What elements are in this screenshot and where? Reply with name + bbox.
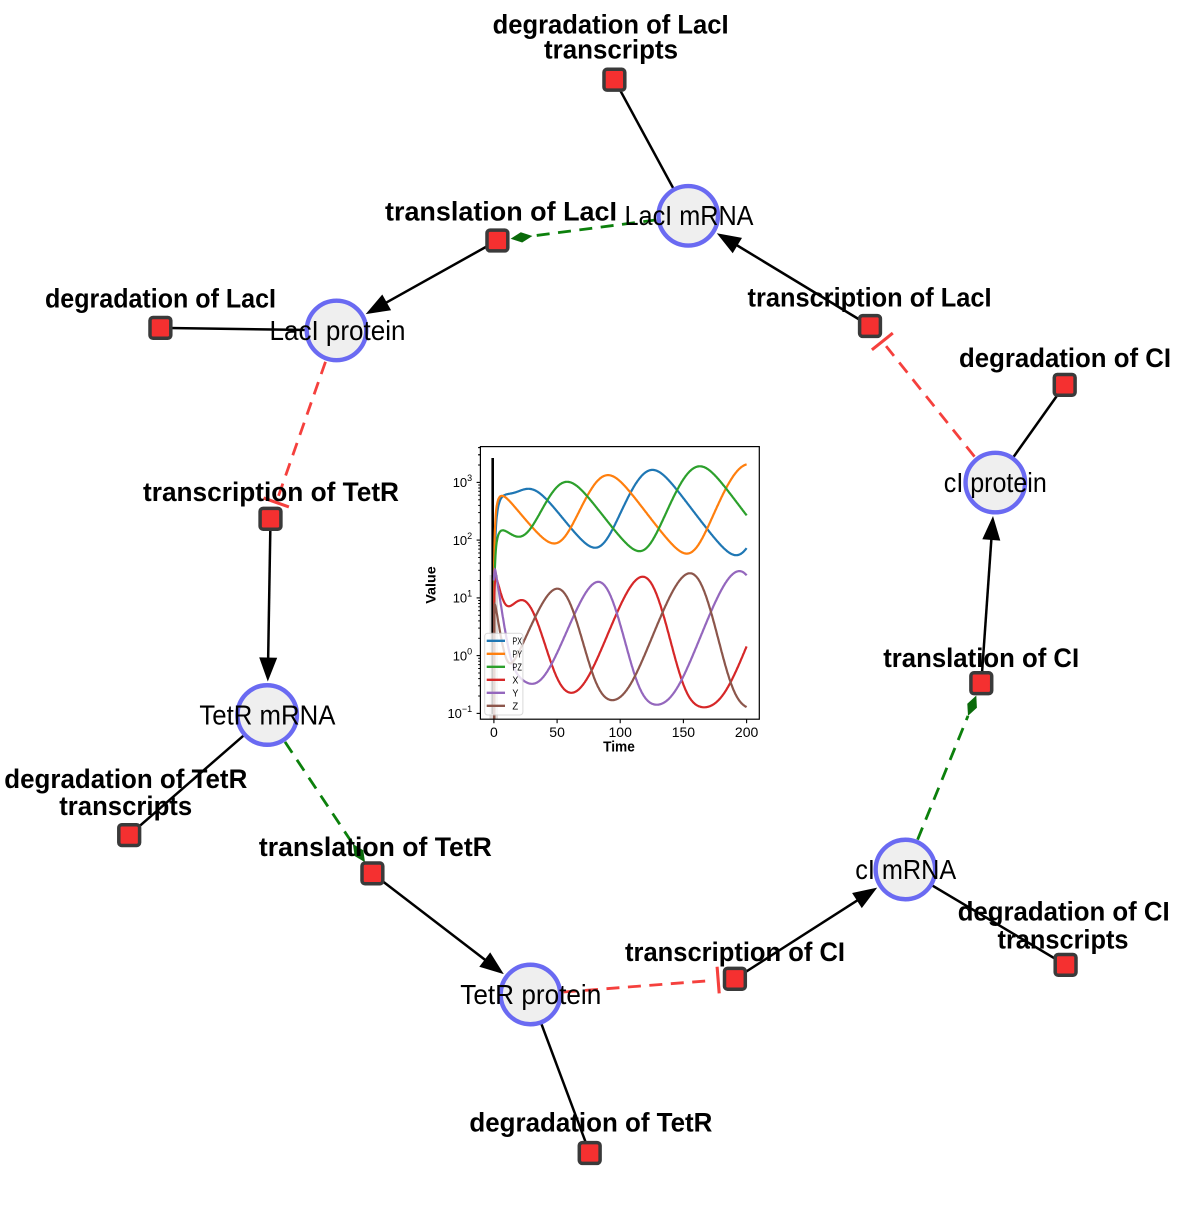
svg-text:translation of LacI: translation of LacI	[385, 196, 617, 226]
svg-text:PX: PX	[512, 636, 522, 647]
svg-text:cI mRNA: cI mRNA	[855, 854, 957, 885]
svg-text:transcription of TetR: transcription of TetR	[143, 477, 399, 507]
svg-text:translation of CI: translation of CI	[883, 643, 1079, 673]
svg-text:TetR mRNA: TetR mRNA	[199, 699, 336, 730]
svg-text:transcripts: transcripts	[544, 35, 678, 65]
svg-text:Y: Y	[512, 688, 518, 699]
svg-text:degradation of TetR: degradation of TetR	[4, 764, 247, 794]
svg-text:degradation of TetR: degradation of TetR	[469, 1107, 712, 1137]
svg-text:degradation of LacI: degradation of LacI	[493, 10, 729, 40]
svg-text:50: 50	[549, 724, 565, 740]
svg-text:transcription of LacI: transcription of LacI	[748, 283, 992, 313]
svg-text:transcripts: transcripts	[998, 925, 1129, 955]
svg-text:TetR protein: TetR protein	[460, 979, 601, 1010]
svg-text:X: X	[512, 675, 518, 686]
svg-text:degradation of CI: degradation of CI	[959, 343, 1171, 373]
svg-text:LacI mRNA: LacI mRNA	[625, 200, 755, 231]
svg-text:cI protein: cI protein	[944, 467, 1047, 498]
svg-text:0: 0	[490, 724, 498, 740]
svg-text:PZ: PZ	[512, 662, 522, 673]
svg-text:Z: Z	[512, 701, 518, 712]
svg-text:transcription of CI: transcription of CI	[625, 937, 845, 967]
svg-text:100: 100	[609, 724, 633, 740]
svg-text:LacI protein: LacI protein	[270, 315, 406, 346]
svg-text:150: 150	[672, 724, 696, 740]
svg-text:translation of TetR: translation of TetR	[259, 832, 492, 862]
svg-text:Time: Time	[603, 739, 635, 755]
svg-text:degradation of CI: degradation of CI	[958, 896, 1170, 926]
svg-text:Value: Value	[423, 566, 438, 604]
svg-text:PY: PY	[512, 649, 522, 660]
svg-text:degradation of LacI: degradation of LacI	[45, 284, 276, 314]
svg-text:200: 200	[735, 724, 759, 740]
svg-text:transcripts: transcripts	[59, 791, 192, 821]
